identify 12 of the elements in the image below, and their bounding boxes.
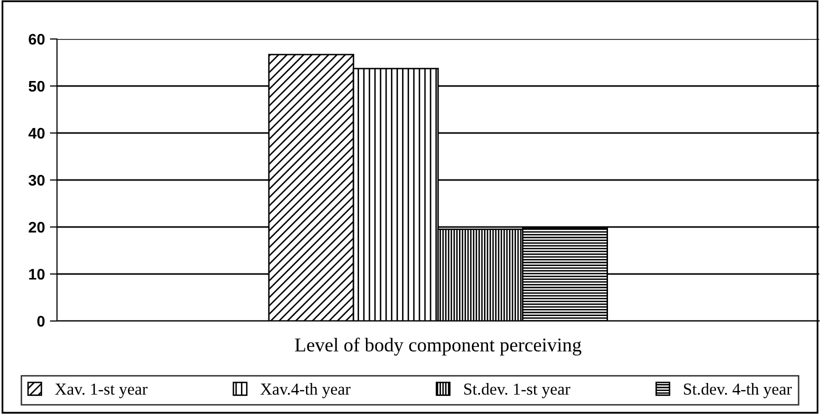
legend-label: Xav. 1-st year bbox=[55, 384, 148, 398]
legend-label: St.dev. 1-st year bbox=[464, 383, 570, 398]
y-tick-label: 60 bbox=[28, 34, 45, 45]
legend-label: St.dev. 4-th year bbox=[684, 383, 792, 398]
y-tick-label: 20 bbox=[28, 222, 45, 233]
y-tick-label: 50 bbox=[28, 80, 45, 92]
y-tick-label: 0 bbox=[37, 316, 45, 327]
y-tick-label: 30 bbox=[28, 174, 45, 186]
x-tick-label: Level of body component perceiving bbox=[295, 338, 582, 356]
legend-label: Xav.4-th year bbox=[260, 383, 350, 398]
y-tick-label: 40 bbox=[28, 128, 45, 139]
y-tick-label: 10 bbox=[29, 268, 45, 280]
